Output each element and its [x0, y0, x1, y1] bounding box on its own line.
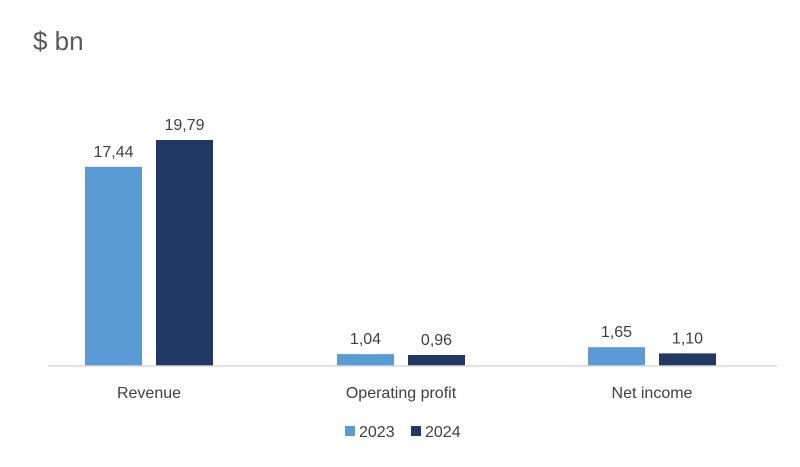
bar-revenue-2024: [156, 140, 213, 366]
data-label-net-income-2024: 1,10: [672, 330, 703, 347]
bar-operating-profit-2024: [408, 355, 465, 366]
legend-swatch-2023: [345, 426, 355, 436]
bar-revenue-2023: [85, 166, 142, 366]
data-label-revenue-2024: 19,79: [164, 117, 204, 134]
data-label-operating-profit-2024: 0,96: [421, 332, 452, 349]
bars-layer: [85, 140, 716, 366]
legend-label-2023: 2023: [359, 424, 395, 441]
legend-swatch-2024: [411, 426, 421, 436]
bar-operating-profit-2023: [337, 354, 394, 366]
category-label-operating-profit: Operating profit: [346, 385, 457, 402]
category-labels-layer: Revenue Operating profit Net income: [117, 385, 693, 402]
data-label-revenue-2023: 17,44: [93, 144, 133, 161]
data-labels-layer: 17,44 19,79 1,04 0,96 1,65 1,10: [93, 117, 703, 349]
bar-net-income-2024: [659, 353, 716, 366]
bar-net-income-2023: [588, 347, 645, 366]
legend: 2023 2024: [345, 424, 461, 441]
data-label-operating-profit-2023: 1,04: [350, 331, 381, 348]
category-label-net-income: Net income: [612, 385, 693, 402]
data-label-net-income-2023: 1,65: [601, 324, 632, 341]
category-label-revenue: Revenue: [117, 385, 181, 402]
chart-title: $ bn: [33, 26, 84, 56]
legend-label-2024: 2024: [425, 424, 461, 441]
